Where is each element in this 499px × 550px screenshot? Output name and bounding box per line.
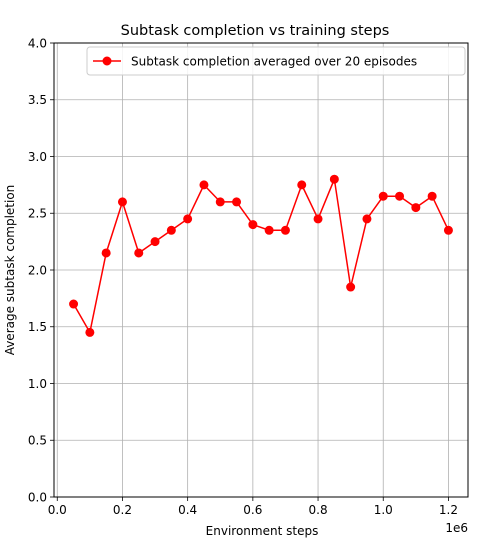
x-tick-label: 0.2: [113, 503, 132, 517]
data-point: [134, 248, 144, 258]
x-tick-label: 0.8: [309, 503, 328, 517]
y-tick-label: 1.5: [28, 320, 47, 334]
y-axis-label: Average subtask completion: [3, 185, 17, 356]
data-point: [166, 225, 176, 235]
data-point: [117, 197, 127, 207]
data-point: [183, 214, 193, 224]
y-tick-label: 3.0: [28, 150, 47, 164]
legend-box: [86, 46, 466, 76]
data-point: [378, 191, 388, 201]
y-tick-label: 2.5: [28, 207, 47, 221]
series-layer: [69, 174, 453, 337]
y-tick-label: 2.0: [28, 263, 47, 277]
data-point: [85, 327, 95, 337]
data-point: [69, 299, 79, 309]
data-point: [150, 237, 160, 247]
data-point: [280, 225, 290, 235]
x-tick-label: 1.2: [439, 503, 458, 517]
data-point: [346, 282, 356, 292]
data-point: [101, 248, 111, 258]
y-tick-label: 4.0: [28, 36, 47, 50]
legend-marker-sample: [102, 56, 112, 66]
grid: [54, 42, 468, 498]
axis-ticks: 0.0 0.2 0.4 0.6 0.8 1.0 1.2 0.0 0.5 1.0 1.5 2.0 2.5 3…: [28, 36, 458, 517]
data-point: [427, 191, 437, 201]
x-axis-offset-text: 1e6: [445, 521, 468, 535]
y-tick-label: 1.0: [28, 377, 47, 391]
y-tick-label: 3.5: [28, 93, 47, 107]
x-tick-label: 0.4: [178, 503, 197, 517]
legend-label: Subtask completion averaged over 20 epis…: [131, 55, 417, 69]
data-point: [264, 225, 274, 235]
y-tick-label: 0.0: [28, 490, 47, 504]
legend: Subtask completion averaged over 20 epis…: [86, 46, 466, 76]
x-axis-label: Environment steps: [206, 524, 319, 538]
data-point: [362, 214, 372, 224]
data-point: [313, 214, 323, 224]
data-point: [297, 180, 307, 190]
data-point: [248, 220, 258, 230]
data-point: [443, 225, 453, 235]
x-tick-label: 0.0: [48, 503, 67, 517]
x-tick-label: 0.6: [243, 503, 262, 517]
y-tick-label: 0.5: [28, 434, 47, 448]
data-point: [395, 191, 405, 201]
data-point: [199, 180, 209, 190]
data-point: [411, 203, 421, 213]
data-point: [232, 197, 242, 207]
data-point: [329, 174, 339, 184]
x-tick-label: 1.0: [374, 503, 393, 517]
data-point: [215, 197, 225, 207]
chart-title: Subtask completion vs training steps: [121, 23, 390, 39]
